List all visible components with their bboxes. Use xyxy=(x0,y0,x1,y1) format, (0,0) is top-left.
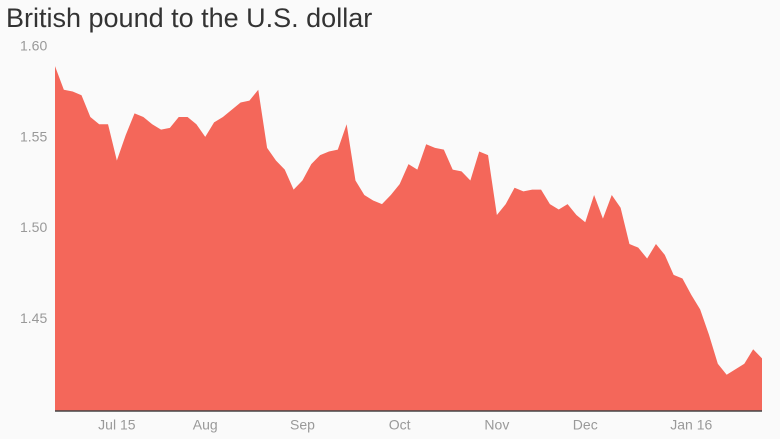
y-tick-label: 1.45 xyxy=(20,310,47,326)
x-tick-label: Jul 15 xyxy=(98,417,136,433)
x-tick-label: Dec xyxy=(573,417,598,433)
x-tick-label: Nov xyxy=(484,417,509,433)
y-tick-label: 1.50 xyxy=(20,219,47,235)
x-tick-label: Jan 16 xyxy=(670,417,712,433)
y-tick-label: 1.60 xyxy=(20,38,47,54)
y-tick-label: 1.55 xyxy=(20,128,47,144)
x-tick-label: Aug xyxy=(193,417,218,433)
x-tick-label: Oct xyxy=(389,417,411,433)
chart-title: British pound to the U.S. dollar xyxy=(6,3,372,33)
x-tick-label: Sep xyxy=(290,417,315,433)
area xyxy=(55,66,762,412)
